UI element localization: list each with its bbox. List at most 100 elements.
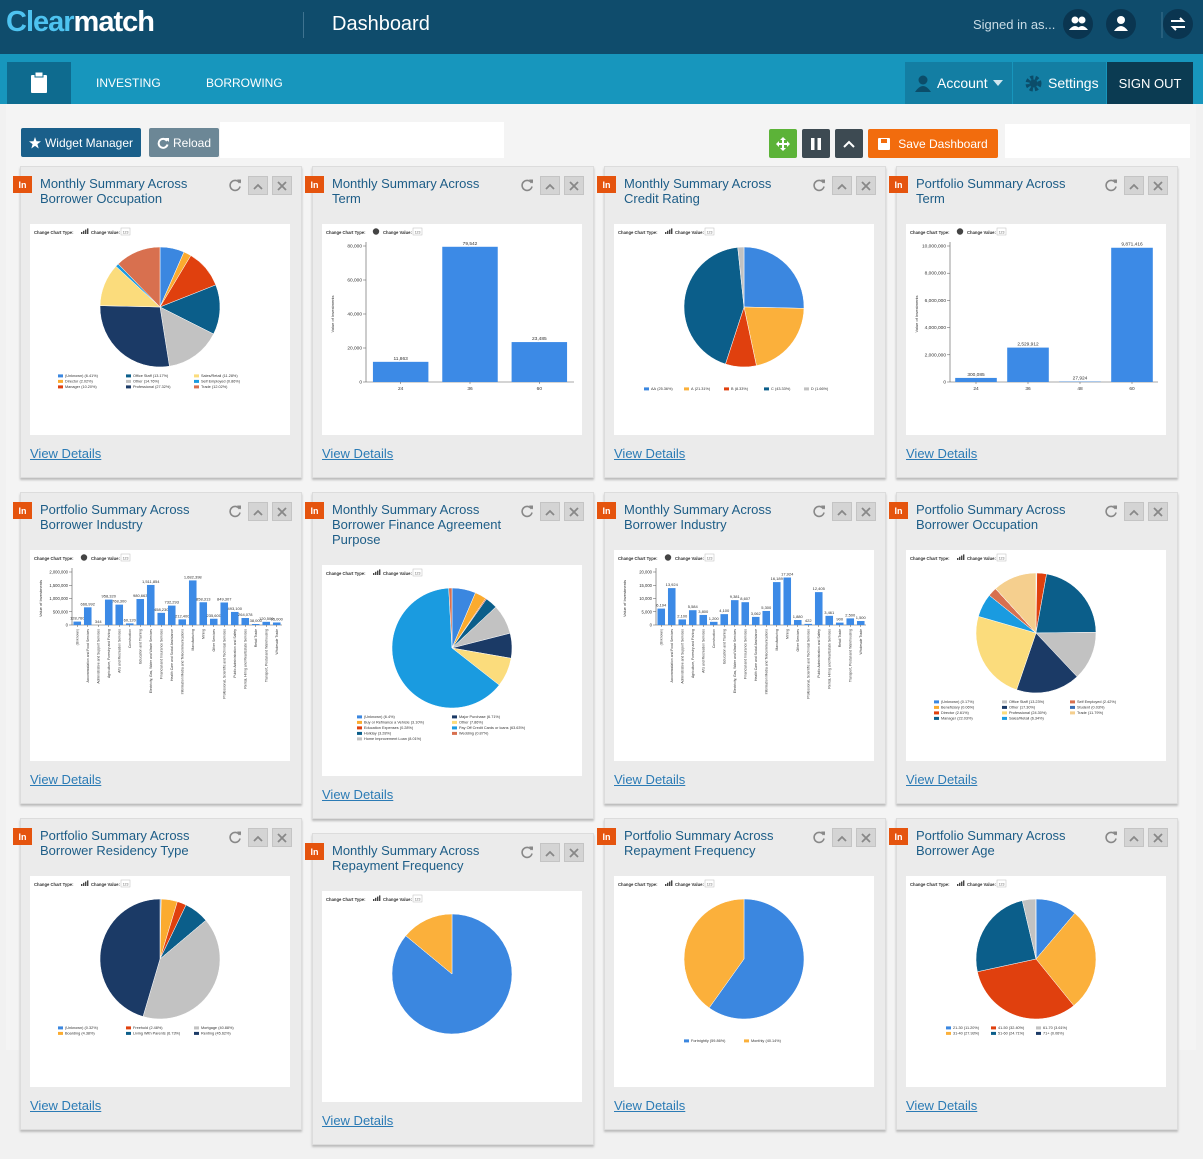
- collapse-button[interactable]: [540, 176, 560, 195]
- switch-user-button[interactable]: [1063, 9, 1093, 39]
- refresh-button[interactable]: [810, 502, 828, 519]
- x-tick-label: Rental, Hiring and Real Estate Services: [243, 629, 247, 689]
- refresh-button[interactable]: [518, 176, 536, 193]
- y-tick-label: 0: [359, 380, 362, 386]
- close-button[interactable]: [856, 828, 876, 847]
- nav-item[interactable]: BORROWING: [206, 76, 283, 90]
- up-icon: [837, 508, 847, 516]
- view-details-link[interactable]: View Details: [614, 1098, 885, 1129]
- refresh-button[interactable]: [1102, 828, 1120, 845]
- icon-part: [838, 185, 846, 189]
- legend-label: Professional(24.30%): [1009, 711, 1047, 715]
- close-button[interactable]: [272, 828, 292, 847]
- swap-button[interactable]: [1163, 9, 1193, 39]
- refresh-button[interactable]: [518, 843, 536, 860]
- collapse-button[interactable]: [248, 828, 268, 847]
- y-tick-label: 1,000,000: [49, 596, 68, 601]
- x-tick-label: Construction: [712, 629, 716, 648]
- close-button[interactable]: [564, 843, 584, 862]
- legend-label: AA(25.36%): [651, 387, 673, 391]
- refresh-button[interactable]: [1102, 176, 1120, 193]
- chart-type-button[interactable]: [665, 880, 672, 886]
- refresh-button[interactable]: [226, 828, 244, 845]
- legend-category: 21-30: [953, 1026, 963, 1030]
- collapse-button[interactable]: [540, 843, 560, 862]
- collapse-button[interactable]: [248, 502, 268, 521]
- save-dashboard-button[interactable]: Save Dashboard: [868, 129, 998, 158]
- view-details-link[interactable]: View Details: [30, 772, 301, 803]
- chart-type-button[interactable]: [373, 895, 380, 901]
- close-button[interactable]: [272, 502, 292, 521]
- refresh-button[interactable]: [518, 502, 536, 519]
- chart-type-button[interactable]: [665, 554, 671, 560]
- profile-button[interactable]: [1106, 9, 1136, 39]
- view-details-link[interactable]: View Details: [614, 772, 885, 803]
- chart-type-button[interactable]: [665, 228, 672, 234]
- sign-out[interactable]: SIGN OUT: [1107, 62, 1193, 104]
- refresh-button[interactable]: [810, 176, 828, 193]
- nav-item[interactable]: INVESTING: [96, 76, 161, 90]
- close-button[interactable]: [564, 502, 584, 521]
- move-button[interactable]: [769, 129, 797, 158]
- account-menu[interactable]: Account: [905, 62, 1012, 104]
- view-details-link[interactable]: View Details: [614, 446, 885, 477]
- collapse-button[interactable]: [1124, 176, 1144, 195]
- view-details-link[interactable]: View Details: [322, 446, 593, 477]
- view-details-link[interactable]: View Details: [906, 1098, 1177, 1129]
- icon-part: [814, 180, 824, 190]
- collapse-button[interactable]: [248, 176, 268, 195]
- chart-type-button[interactable]: [81, 554, 87, 560]
- legend-label: Pay Off Credit Cards or loans(63.63%): [459, 726, 526, 730]
- refresh-button[interactable]: [226, 176, 244, 193]
- widget-badge: In: [889, 502, 908, 519]
- close-button[interactable]: [1148, 176, 1168, 195]
- bar-value-label: 5,300: [761, 605, 772, 610]
- logo[interactable]: Clearmatch: [6, 6, 154, 39]
- chart-type-button[interactable]: [957, 880, 964, 886]
- collapse-button[interactable]: [540, 502, 560, 521]
- bar: [731, 600, 739, 625]
- y-tick-label: 80,000: [347, 244, 362, 250]
- view-details-link[interactable]: View Details: [30, 1098, 301, 1129]
- chart-type-button[interactable]: [957, 228, 963, 234]
- close-button[interactable]: [564, 176, 584, 195]
- chart-type-button[interactable]: [81, 228, 88, 234]
- bar-value-label: 95,000: [271, 616, 284, 621]
- icon-part: [522, 180, 532, 190]
- pie-slice: [1036, 574, 1096, 633]
- chart-type-button[interactable]: [81, 880, 88, 886]
- chart-type-button[interactable]: [957, 554, 964, 560]
- bar-value-label: 8,607: [740, 596, 751, 601]
- view-details-link[interactable]: View Details: [906, 446, 1177, 477]
- refresh-button[interactable]: [810, 828, 828, 845]
- chart-type-button[interactable]: [373, 228, 379, 234]
- pause-button[interactable]: [802, 129, 830, 158]
- reload-button[interactable]: Reload: [149, 128, 219, 157]
- widget-badge: In: [13, 828, 32, 845]
- collapse-button[interactable]: [832, 502, 852, 521]
- dashboard-tab[interactable]: [7, 62, 71, 104]
- close-button[interactable]: [272, 176, 292, 195]
- legend-category: Sales/Retail: [201, 374, 221, 378]
- chart-type-button[interactable]: [373, 569, 380, 575]
- close-button[interactable]: [856, 502, 876, 521]
- settings-menu[interactable]: Settings: [1013, 62, 1106, 104]
- collapse-button[interactable]: [835, 129, 863, 158]
- view-details-link[interactable]: View Details: [322, 787, 593, 818]
- view-details-link[interactable]: View Details: [30, 446, 301, 477]
- collapse-button[interactable]: [1124, 502, 1144, 521]
- close-button[interactable]: [1148, 502, 1168, 521]
- close-button[interactable]: [1148, 828, 1168, 847]
- view-details-link[interactable]: View Details: [906, 772, 1177, 803]
- collapse-button[interactable]: [832, 176, 852, 195]
- refresh-button[interactable]: [1102, 502, 1120, 519]
- view-details-link[interactable]: View Details: [322, 1113, 593, 1144]
- legend-label: Student(0.03%): [1077, 706, 1105, 710]
- collapse-button[interactable]: [1124, 828, 1144, 847]
- widget-manager-button[interactable]: Widget Manager: [21, 128, 141, 157]
- refresh-icon: [1104, 504, 1118, 518]
- refresh-button[interactable]: [226, 502, 244, 519]
- collapse-button[interactable]: [832, 828, 852, 847]
- close-button[interactable]: [856, 176, 876, 195]
